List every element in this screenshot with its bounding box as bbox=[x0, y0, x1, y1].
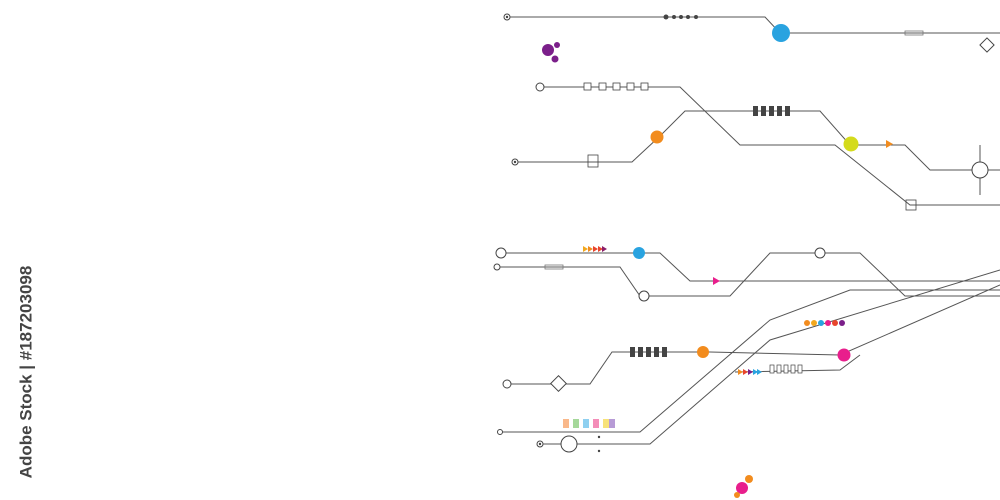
circuit-nodes bbox=[493, 13, 995, 498]
circuit-lines bbox=[497, 16, 1000, 445]
watermark-text: Adobe Stock | #187203098 bbox=[16, 266, 35, 479]
